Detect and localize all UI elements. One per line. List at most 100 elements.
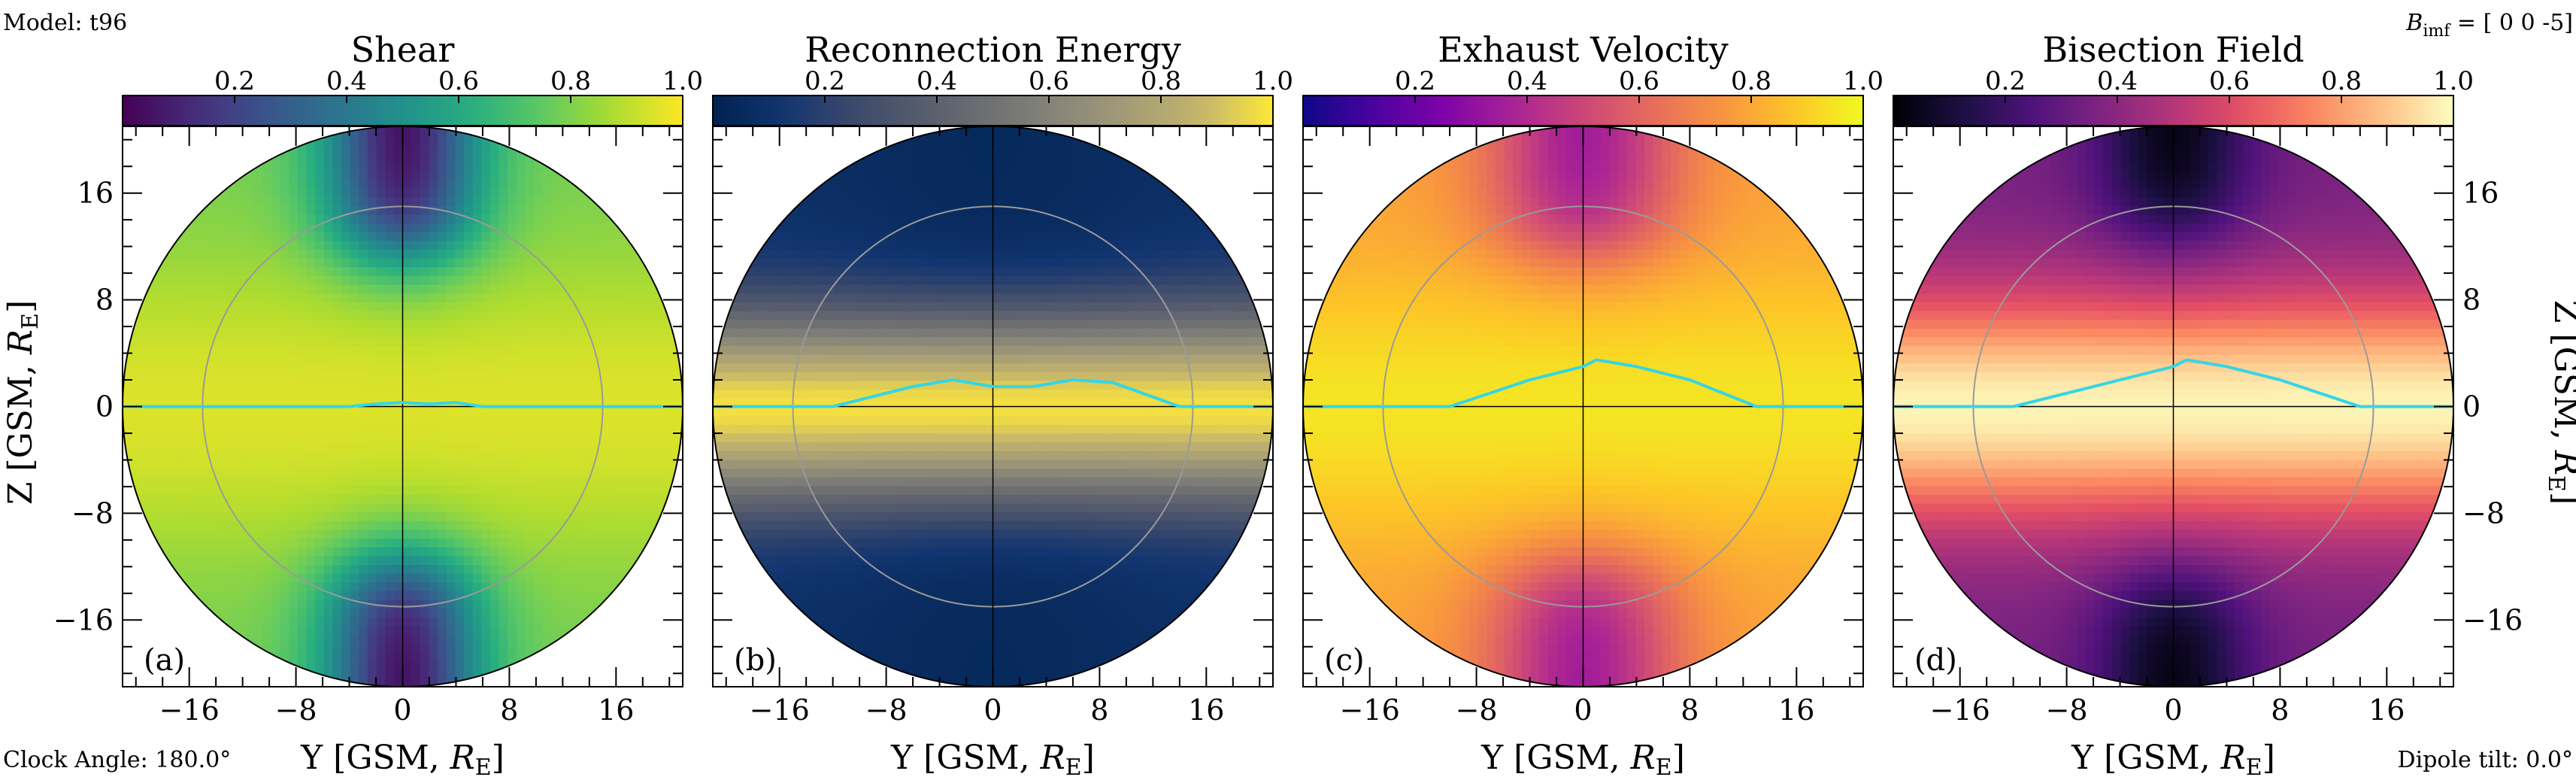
heatmap-cell [481,467,491,478]
heatmap-cell [542,511,553,521]
heatmap-cell [429,205,439,215]
heatmap-cell [923,669,933,679]
heatmap-cell [323,502,334,513]
heatmap-cell [463,196,474,206]
heatmap-cell [586,616,596,627]
heatmap-cell [923,616,933,627]
heatmap-cell [385,126,395,136]
heatmap-cell [429,363,439,372]
heatmap-cell [577,371,587,381]
heatmap-cell [879,564,889,574]
heatmap-cell [174,511,185,521]
heatmap-cell [463,450,474,460]
heatmap-cell [861,538,871,548]
heatmap-cell [219,564,229,574]
heatmap-cell [201,581,211,591]
heatmap-cell [783,354,792,364]
heatmap-cell [791,590,802,600]
heatmap-cell [341,275,351,285]
heatmap-cell [914,345,924,355]
heatmap-cell [332,178,343,189]
heatmap-cell [756,275,766,285]
heatmap-cell [887,310,898,320]
heatmap-cell [219,301,229,311]
heatmap-cell [896,319,907,329]
heatmap-cell [499,345,509,355]
y-axis-label-left: Z [GSM, RE] [2,300,44,505]
heatmap-cell [219,257,229,268]
heatmap-cell [817,301,828,311]
heatmap-cell [826,555,836,566]
heatmap-cell [411,555,421,566]
heatmap-cell [747,406,758,417]
heatmap-cell [280,389,290,399]
heatmap-cell [341,546,351,557]
heatmap-cell [542,529,553,539]
heatmap-cell [455,529,465,539]
heatmap-cell [525,564,535,574]
heatmap-cell [747,389,758,399]
heatmap-cell [568,406,579,417]
heatmap-cell [244,423,255,434]
heatmap-cell [914,423,924,434]
heatmap-cell [853,144,862,153]
heatmap-cell [508,187,517,198]
heatmap-cell [905,625,915,636]
heatmap-cell [738,502,749,513]
heatmap-cell [647,450,658,460]
heatmap-cell [463,546,474,557]
heatmap-cell [783,266,792,276]
heatmap-cell [236,625,246,636]
heatmap-cell [738,319,749,329]
heatmap-cell [192,555,202,566]
heatmap-cell [560,257,570,268]
heatmap-cell [879,442,889,451]
heatmap-cell [870,406,880,417]
heatmap-cell [542,214,553,224]
heatmap-cell [534,538,544,548]
heatmap-cell [236,564,246,574]
heatmap-cell [367,520,377,530]
heatmap-cell [166,493,176,504]
heatmap-cell [756,450,766,460]
heatmap-cell [306,389,317,399]
heatmap-cell [914,564,924,574]
heatmap-cell [192,389,202,399]
heatmap-cell [516,616,526,627]
heatmap-cell [844,423,854,434]
heatmap-cell [656,467,666,478]
heatmap-cell [244,625,255,636]
heatmap-cell [393,564,404,574]
heatmap-cell [560,432,570,443]
heatmap-cell [402,511,413,521]
heatmap-cell [253,144,264,153]
heatmap-cell [210,284,220,294]
heatmap-cell [280,511,290,521]
heatmap-cell [210,389,220,399]
heatmap-cell [429,608,439,618]
heatmap-cell [192,572,202,583]
heatmap-cell [612,608,623,618]
heatmap-cell [481,196,491,206]
heatmap-cell [306,476,317,487]
heatmap-cell [157,476,168,487]
heatmap-cell [210,555,220,566]
heatmap-cell [508,161,517,171]
heatmap-cell [923,240,933,250]
heatmap-cell [244,520,255,530]
heatmap-cell [315,485,325,495]
heatmap-cell [586,564,596,574]
heatmap-cell [783,581,792,591]
heatmap-cell [271,223,281,232]
heatmap-cell [411,178,421,189]
heatmap-cell [420,301,430,311]
heatmap-cell [923,581,933,591]
heatmap-cell [289,231,299,241]
x-tick-label: −16 [159,694,220,727]
heatmap-cell [385,240,395,250]
heatmap-cell [783,493,792,504]
heatmap-cell [914,389,924,399]
heatmap-cell [393,642,404,653]
heatmap-cell [499,354,509,364]
heatmap-cell [174,371,185,381]
